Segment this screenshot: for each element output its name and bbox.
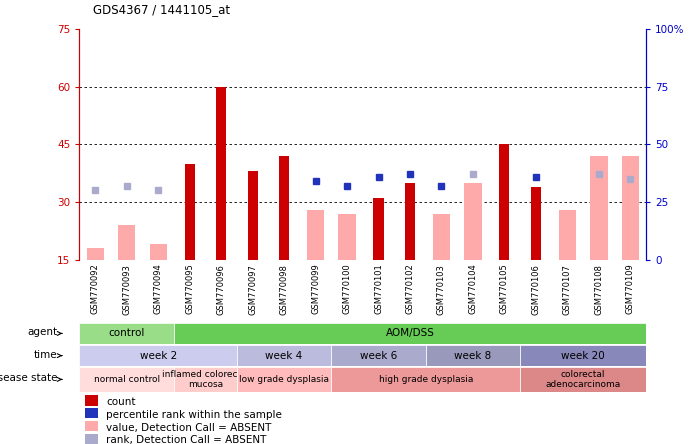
Bar <box>559 210 576 260</box>
Bar <box>85 434 97 444</box>
Bar <box>279 156 289 260</box>
Text: GSM770098: GSM770098 <box>280 264 289 314</box>
Text: GSM770102: GSM770102 <box>406 264 415 314</box>
Text: GSM770106: GSM770106 <box>531 264 540 314</box>
Text: value, Detection Call = ABSENT: value, Detection Call = ABSENT <box>106 423 272 432</box>
Text: normal control: normal control <box>93 375 160 384</box>
Bar <box>590 156 607 260</box>
Text: GSM770093: GSM770093 <box>122 264 131 314</box>
Text: colorectal
adenocarcinoma: colorectal adenocarcinoma <box>545 370 621 389</box>
Text: AOM/DSS: AOM/DSS <box>386 329 435 338</box>
Text: week 6: week 6 <box>360 351 397 361</box>
Bar <box>464 183 482 260</box>
Text: GSM770107: GSM770107 <box>563 264 572 314</box>
Text: rank, Detection Call = ABSENT: rank, Detection Call = ABSENT <box>106 436 267 444</box>
Bar <box>85 421 97 431</box>
Text: GSM770103: GSM770103 <box>437 264 446 314</box>
Text: GSM770108: GSM770108 <box>594 264 603 314</box>
Bar <box>500 144 509 260</box>
Text: count: count <box>106 397 135 407</box>
Text: week 8: week 8 <box>454 351 491 361</box>
Text: week 4: week 4 <box>265 351 303 361</box>
Text: low grade dysplasia: low grade dysplasia <box>239 375 329 384</box>
Bar <box>216 87 226 260</box>
Text: week 20: week 20 <box>561 351 605 361</box>
Text: GSM770096: GSM770096 <box>216 264 226 314</box>
Text: high grade dysplasia: high grade dysplasia <box>379 375 473 384</box>
Text: GSM770092: GSM770092 <box>91 264 100 314</box>
Text: disease state: disease state <box>0 373 57 383</box>
Bar <box>184 163 195 260</box>
Text: inflamed colorectal
mucosa: inflamed colorectal mucosa <box>162 370 249 389</box>
Bar <box>85 396 97 406</box>
Bar <box>531 186 541 260</box>
Bar <box>85 408 97 418</box>
Text: GDS4367 / 1441105_at: GDS4367 / 1441105_at <box>93 3 230 16</box>
Bar <box>307 210 324 260</box>
Text: GSM770101: GSM770101 <box>374 264 383 314</box>
Text: GSM770099: GSM770099 <box>311 264 320 314</box>
Text: GSM770104: GSM770104 <box>468 264 477 314</box>
Text: GSM770097: GSM770097 <box>248 264 257 314</box>
Bar <box>373 198 384 260</box>
Bar <box>247 171 258 260</box>
Text: GSM770109: GSM770109 <box>626 264 635 314</box>
Text: time: time <box>34 349 57 360</box>
Bar <box>86 248 104 260</box>
Bar <box>149 244 167 260</box>
Text: control: control <box>108 329 145 338</box>
Text: GSM770094: GSM770094 <box>153 264 162 314</box>
Bar <box>433 214 450 260</box>
Bar <box>118 225 135 260</box>
Bar <box>622 156 639 260</box>
Text: GSM770105: GSM770105 <box>500 264 509 314</box>
Bar <box>405 183 415 260</box>
Text: percentile rank within the sample: percentile rank within the sample <box>106 410 282 420</box>
Text: week 2: week 2 <box>140 351 177 361</box>
Text: GSM770100: GSM770100 <box>343 264 352 314</box>
Text: GSM770095: GSM770095 <box>185 264 194 314</box>
Bar <box>339 214 356 260</box>
Text: agent: agent <box>27 327 57 337</box>
